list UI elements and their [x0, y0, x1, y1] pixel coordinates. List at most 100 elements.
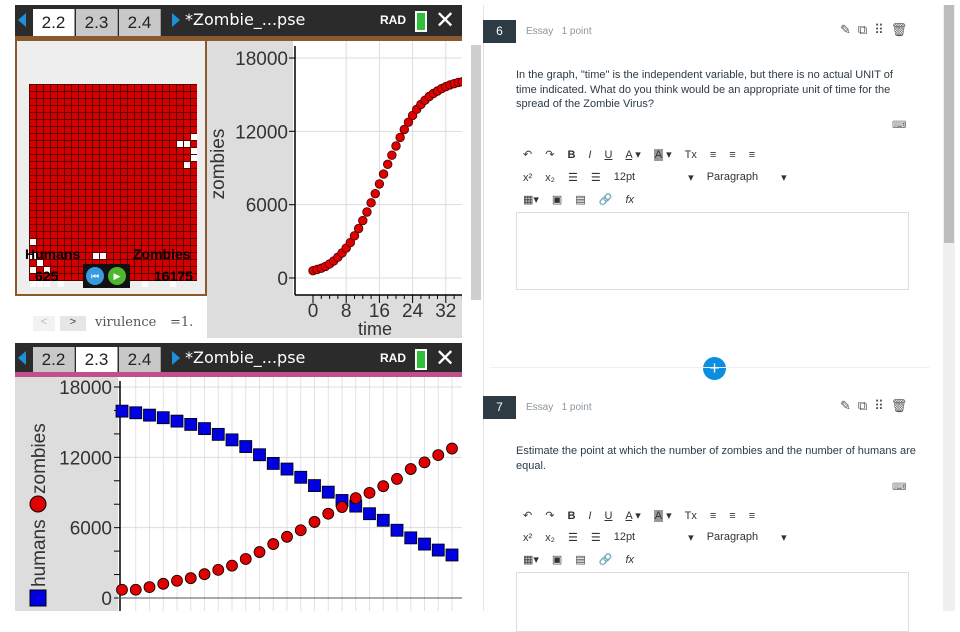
ti-window-bottom: 2.2 2.3 2.4 *Zombie_...pse RAD ✕ 0 6000 12… [15, 343, 462, 611]
humans-point [363, 507, 376, 521]
font-size-select[interactable]: 12pt ▾ [613, 531, 694, 544]
zombies-point [171, 574, 183, 587]
underline-button[interactable]: U [604, 148, 613, 161]
question-meta: Essay 1 point [526, 402, 592, 413]
clear-format-button[interactable]: Tx [684, 509, 697, 522]
tab-2-3[interactable]: 2.3 [76, 9, 118, 36]
highlight-button[interactable]: A ▾ [653, 510, 672, 522]
image-icon[interactable]: ▣ [551, 554, 563, 566]
font-size-select[interactable]: 12pt ▾ [613, 171, 694, 184]
media-icon[interactable]: ▤ [575, 194, 586, 206]
tab-2-2[interactable]: 2.2 [33, 347, 75, 372]
align-center-icon[interactable]: ≡ [729, 509, 736, 522]
superscript-icon[interactable]: x² [523, 171, 533, 184]
drag-handle-icon[interactable]: ⠿ [874, 22, 891, 37]
humans-point [308, 479, 321, 492]
trash-icon[interactable]: 🗑 [890, 398, 915, 413]
y-tick-label: 18000 [235, 49, 288, 70]
duplicate-icon[interactable]: ⧉ [857, 22, 875, 37]
humans-point [115, 404, 129, 418]
bullet-list-icon[interactable]: ☰ [567, 172, 578, 184]
slider-increment[interactable]: > [60, 316, 86, 331]
italic-button[interactable]: I [588, 509, 592, 522]
keyboard-icon[interactable]: ⌨ [892, 120, 907, 131]
align-right-icon[interactable]: ≡ [748, 509, 756, 522]
media-icon[interactable]: ▤ [575, 554, 586, 566]
undo-icon[interactable]: ↶ [523, 510, 533, 522]
y-axis-legend: humans zombies [29, 423, 50, 607]
zombies-point [432, 449, 445, 462]
subscript-icon[interactable]: x₂ [545, 531, 555, 544]
edit-icon[interactable]: ✎ [840, 398, 858, 413]
humans-point [418, 537, 431, 551]
zombies-point [253, 546, 266, 558]
align-left-icon[interactable]: ≡ [709, 509, 717, 522]
formula-icon[interactable]: fx [625, 193, 634, 206]
numbered-list-icon[interactable]: ☰ [590, 172, 601, 184]
duplicate-icon[interactable]: ⧉ [857, 398, 875, 413]
x-axis-label: time [358, 319, 392, 338]
zombie-point [374, 179, 385, 189]
trash-icon[interactable]: 🗑 [890, 22, 915, 37]
add-question-button[interactable]: + [703, 357, 726, 380]
align-right-icon[interactable]: ≡ [748, 148, 756, 161]
left-scrollbar[interactable] [471, 45, 481, 300]
bold-button[interactable]: B [567, 148, 576, 161]
zombies-point [418, 456, 431, 469]
bullet-list-icon[interactable]: ☰ [567, 532, 578, 544]
block-format-select[interactable]: Paragraph ▾ [706, 171, 787, 184]
highlight-button[interactable]: A ▾ [653, 149, 672, 161]
play-icon[interactable]: ▶ [108, 267, 126, 285]
humans-zombies-chart: 0 6000 12000 18000 humans zombies [29, 377, 462, 611]
tab-2-2[interactable]: 2.2 [33, 9, 75, 36]
redo-icon[interactable]: ↷ [545, 149, 555, 161]
page-scrollbar-track[interactable] [943, 5, 955, 611]
link-icon[interactable]: 🔗 [598, 554, 613, 566]
zombies-point [198, 568, 211, 581]
prev-page-icon[interactable] [18, 351, 26, 365]
zombies-point [281, 530, 293, 543]
reset-icon[interactable]: ⏮ [86, 267, 104, 285]
undo-icon[interactable]: ↶ [523, 149, 533, 161]
keyboard-icon[interactable]: ⌨ [892, 482, 907, 493]
text-color-button[interactable]: A ▾ [625, 149, 641, 161]
close-icon[interactable]: ✕ [435, 345, 456, 372]
prev-page-icon[interactable] [18, 13, 26, 27]
zombies-point [391, 473, 403, 485]
answer-editor[interactable] [516, 572, 909, 632]
link-icon[interactable]: 🔗 [598, 194, 613, 206]
redo-icon[interactable]: ↷ [545, 510, 555, 522]
zombies-point [157, 577, 170, 590]
bold-button[interactable]: B [567, 509, 576, 522]
superscript-icon[interactable]: x² [523, 531, 533, 544]
table-icon[interactable]: ▦▾ [523, 194, 539, 206]
edit-icon[interactable]: ✎ [840, 22, 858, 37]
next-page-icon[interactable] [172, 13, 180, 27]
underline-button[interactable]: U [604, 509, 613, 522]
tab-2-4[interactable]: 2.4 [119, 9, 161, 36]
text-color-button[interactable]: A ▾ [625, 510, 641, 522]
numbered-list-icon[interactable]: ☰ [590, 532, 601, 544]
block-format-select[interactable]: Paragraph ▾ [706, 531, 787, 544]
ti-header: 2.2 2.3 2.4 *Zombie_...pse RAD ✕ [15, 5, 462, 36]
subscript-icon[interactable]: x₂ [545, 171, 555, 184]
formula-icon[interactable]: fx [625, 553, 634, 566]
x-tick-label: 24 [402, 301, 424, 322]
answer-editor[interactable] [516, 212, 909, 290]
close-icon[interactable]: ✕ [435, 7, 456, 34]
slider-decrement[interactable]: < [33, 316, 55, 331]
drag-handle-icon[interactable]: ⠿ [874, 398, 891, 413]
image-icon[interactable]: ▣ [551, 194, 563, 206]
align-center-icon[interactable]: ≡ [729, 148, 736, 161]
tab-2-4[interactable]: 2.4 [119, 347, 161, 372]
clear-format-button[interactable]: Tx [684, 148, 697, 161]
question-number: 6 [483, 20, 516, 43]
question-type: Essay [526, 26, 554, 37]
italic-button[interactable]: I [588, 148, 592, 161]
table-icon[interactable]: ▦▾ [523, 554, 539, 566]
zombies-point [226, 559, 238, 572]
tab-2-3[interactable]: 2.3 [76, 347, 118, 372]
next-page-icon[interactable] [172, 351, 180, 365]
y-tick-label: 6000 [70, 519, 112, 540]
align-left-icon[interactable]: ≡ [709, 148, 717, 161]
